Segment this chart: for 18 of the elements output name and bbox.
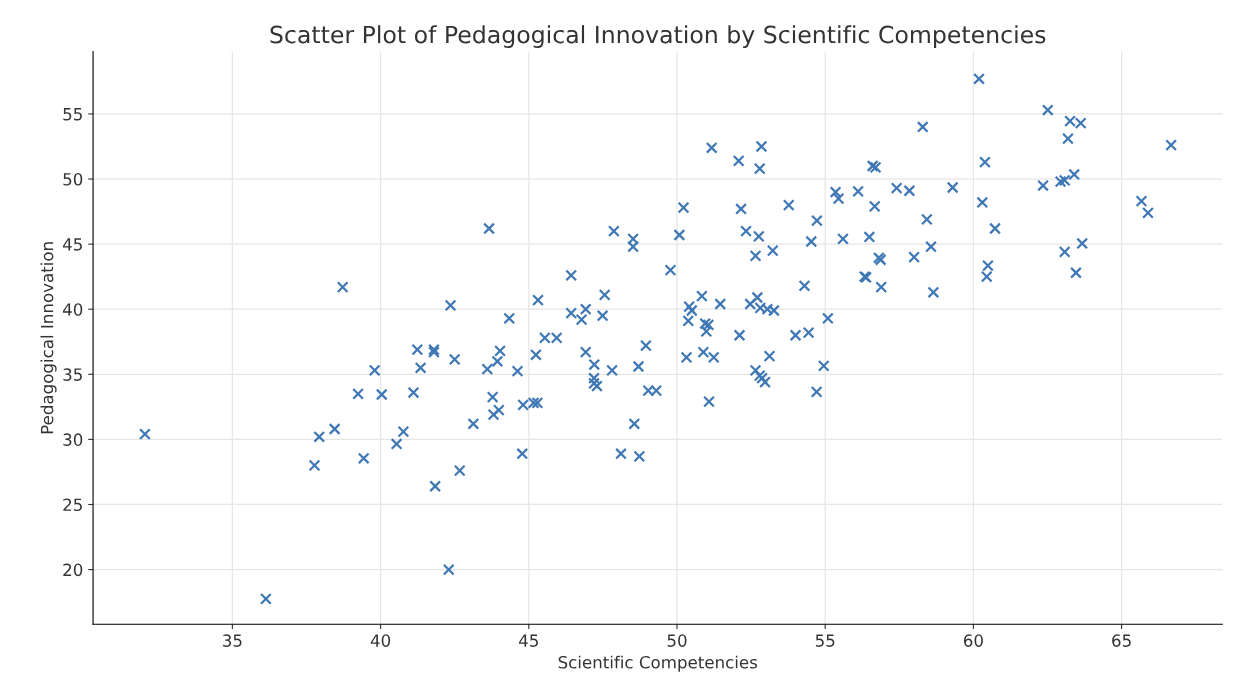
y-tick-label: 35 — [63, 368, 82, 381]
chart-title: Scatter Plot of Pedagogical Innovation by Scientific Competencies — [270, 25, 1046, 49]
y-tick-label: 25 — [63, 498, 82, 512]
y-tick-label: 45 — [62, 238, 82, 251]
y-tick-label: 50 — [63, 172, 83, 186]
x-tick-label: 60 — [963, 634, 983, 647]
x-tick-label: 45 — [519, 634, 538, 647]
x-tick-label: 40 — [370, 634, 391, 647]
y-tick-label: 40 — [62, 303, 83, 316]
y-axis-title: Pedagogical Innovation — [40, 242, 57, 434]
x-tick-label: 65 — [1112, 634, 1131, 647]
x-tick-label: 35 — [223, 634, 242, 647]
y-tick-label: 55 — [63, 108, 82, 121]
x-tick-label: 55 — [815, 634, 835, 647]
y-tick-label: 30 — [63, 433, 83, 446]
x-tick-label: 50 — [667, 634, 687, 647]
x-axis-title: Scientific Competencies — [558, 655, 758, 672]
y-tick-label: 20 — [63, 563, 83, 577]
